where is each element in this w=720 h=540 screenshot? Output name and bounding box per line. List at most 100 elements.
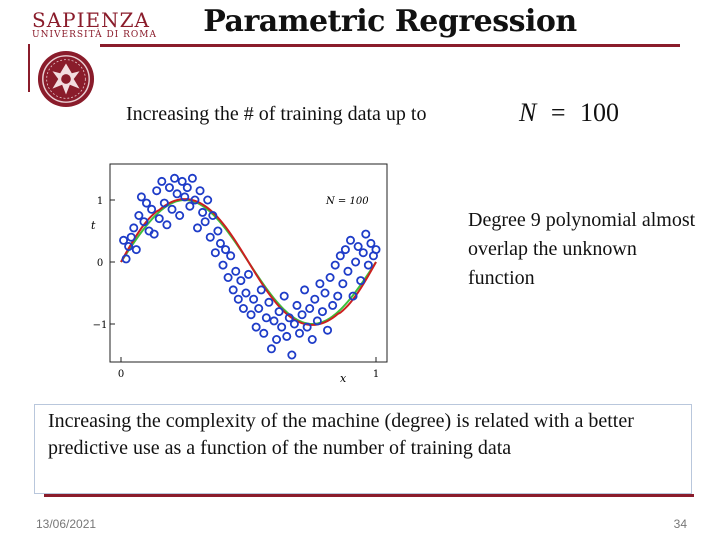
- data-point: [231, 266, 241, 276]
- data-point: [185, 201, 195, 211]
- x-tick-label: 0: [118, 369, 124, 380]
- y-tick-label: −1: [93, 320, 108, 331]
- data-point: [272, 334, 282, 344]
- data-point: [264, 297, 274, 307]
- axis-layer: 1 0 −1 0 1 t x N = 100: [91, 196, 379, 385]
- university-logo-text: SAPIENZA: [32, 8, 150, 32]
- data-point: [259, 328, 269, 338]
- data-point: [338, 279, 348, 289]
- data-point: [328, 300, 338, 310]
- data-point: [302, 322, 312, 332]
- data-point: [315, 279, 325, 289]
- data-point: [223, 273, 233, 283]
- data-point: [312, 316, 322, 326]
- data-point: [180, 192, 190, 202]
- data-point: [121, 254, 131, 264]
- data-point: [325, 273, 335, 283]
- page-number: 34: [673, 517, 687, 531]
- data-point: [126, 232, 136, 242]
- data-point: [269, 316, 279, 326]
- data-point: [147, 204, 157, 214]
- data-point: [198, 207, 208, 217]
- data-point: [190, 195, 200, 205]
- data-point: [277, 322, 287, 332]
- data-point: [159, 198, 169, 208]
- footer-divider: [44, 494, 694, 497]
- data-point: [119, 235, 129, 245]
- data-point: [233, 294, 243, 304]
- data-point: [307, 334, 317, 344]
- data-point: [353, 242, 363, 252]
- data-point: [274, 307, 284, 317]
- data-point: [195, 186, 205, 196]
- y-axis-label: t: [91, 219, 96, 232]
- data-point: [205, 232, 215, 242]
- slide-date: 13/06/2021: [36, 517, 97, 531]
- summary-box: [34, 404, 692, 494]
- data-point: [320, 288, 330, 298]
- data-point: [172, 189, 182, 199]
- data-point: [134, 211, 144, 221]
- university-logo-subtitle: UNIVERSITÀ DI ROMA: [32, 30, 157, 40]
- data-point: [351, 257, 361, 267]
- data-point: [363, 260, 373, 270]
- plot-annotation: N = 100: [325, 196, 369, 207]
- data-point: [157, 176, 167, 186]
- data-point: [208, 211, 218, 221]
- data-point: [182, 183, 192, 193]
- data-point: [251, 322, 261, 332]
- data-point: [249, 294, 259, 304]
- data-point: [210, 248, 220, 258]
- summary-text: Increasing the complexity of the machine…: [48, 410, 634, 459]
- data-point: [167, 204, 177, 214]
- data-point: [177, 176, 187, 186]
- data-point: [187, 173, 197, 183]
- data-point: [317, 307, 327, 317]
- data-point: [226, 251, 236, 261]
- data-point: [246, 310, 256, 320]
- point-layer: [119, 173, 381, 360]
- formula-lhs: N: [519, 98, 537, 127]
- data-point: [124, 242, 134, 252]
- y-tick-label: 0: [97, 258, 103, 269]
- data-point: [361, 229, 371, 239]
- data-point: [238, 303, 248, 313]
- data-point: [170, 173, 180, 183]
- data-point: [310, 294, 320, 304]
- data-point: [256, 285, 266, 295]
- data-point: [300, 285, 310, 295]
- data-point: [236, 276, 246, 286]
- data-point: [162, 220, 172, 230]
- data-point: [149, 229, 159, 239]
- data-point: [221, 245, 231, 255]
- data-point: [279, 291, 289, 301]
- data-point: [371, 245, 381, 255]
- data-point: [292, 300, 302, 310]
- data-point: [266, 344, 276, 354]
- regression-plot: 1 0 −1 0 1 t x N = 100: [91, 163, 388, 385]
- data-point: [366, 238, 376, 248]
- x-axis-label: x: [340, 372, 347, 385]
- data-point: [284, 313, 294, 323]
- data-point: [294, 328, 304, 338]
- data-point: [228, 285, 238, 295]
- x-tick-label: 1: [373, 369, 379, 380]
- data-point: [136, 192, 146, 202]
- data-point: [254, 303, 264, 313]
- data-point: [297, 310, 307, 320]
- data-point: [305, 303, 315, 313]
- data-point: [218, 260, 228, 270]
- data-point: [243, 269, 253, 279]
- data-point: [193, 223, 203, 233]
- data-point: [164, 183, 174, 193]
- side-note: Degree 9 polynomial almost overlap the u…: [468, 209, 696, 289]
- data-point: [241, 288, 251, 298]
- data-point: [343, 266, 353, 276]
- data-point: [282, 331, 292, 341]
- slide-title: Parametric Regression: [203, 4, 577, 39]
- data-point: [289, 319, 299, 329]
- data-point: [348, 291, 358, 301]
- data-point: [345, 235, 355, 245]
- formula-equals: =: [550, 98, 566, 127]
- data-point: [142, 198, 152, 208]
